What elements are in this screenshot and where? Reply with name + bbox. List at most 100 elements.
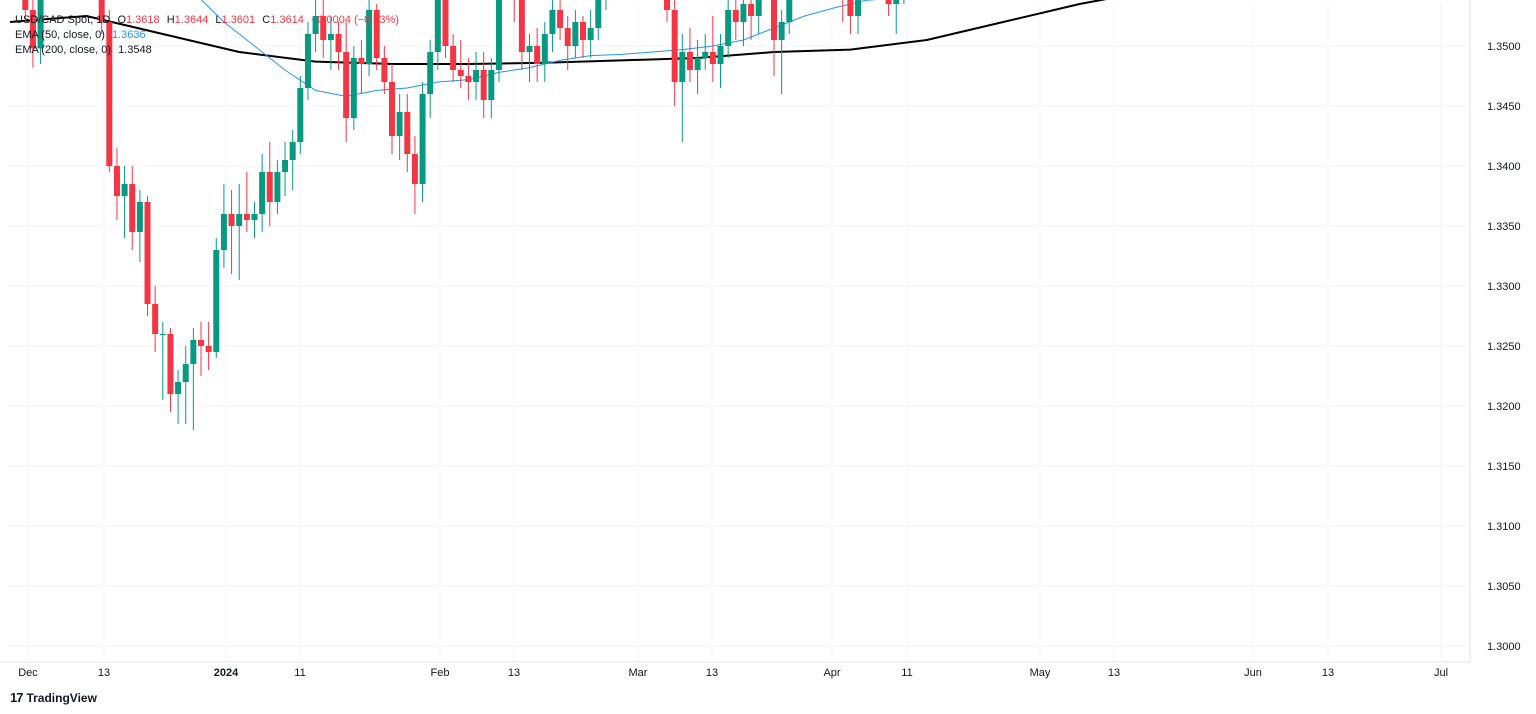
candle <box>679 34 686 142</box>
candle-body <box>740 4 747 22</box>
candle-body <box>159 334 166 335</box>
candle <box>213 238 220 358</box>
candle <box>312 0 319 52</box>
candle-body <box>312 16 319 34</box>
candle <box>541 22 548 82</box>
candle <box>717 34 724 88</box>
candle <box>373 4 380 70</box>
y-tick-label: 1.3500 <box>1487 41 1521 53</box>
candle <box>167 328 174 412</box>
candle <box>580 16 586 58</box>
x-tick-label: 11 <box>901 667 912 679</box>
ema200-layer <box>9 0 1107 65</box>
candle <box>335 22 342 70</box>
candle-body <box>205 346 212 352</box>
candle <box>228 190 235 274</box>
candle <box>106 10 113 172</box>
tradingview-brand[interactable]: 17 TradingView <box>10 690 97 705</box>
candle <box>903 0 905 4</box>
candle-body <box>251 214 258 220</box>
candle-body <box>144 202 151 304</box>
candle <box>129 166 136 250</box>
candle <box>694 40 701 94</box>
candle-body <box>29 10 36 49</box>
candle-body <box>748 4 755 16</box>
candle <box>480 52 487 118</box>
candle-body <box>465 76 472 82</box>
candle-body <box>450 46 457 70</box>
candle-body <box>98 0 105 22</box>
candle-body <box>213 250 220 352</box>
candle-body <box>855 0 862 16</box>
candle <box>778 10 785 94</box>
x-tick-label: May <box>1030 667 1051 679</box>
candle-body <box>442 0 449 46</box>
candle <box>320 0 327 58</box>
y-tick-label: 1.3450 <box>1487 101 1521 113</box>
x-tick-label: 13 <box>1108 667 1120 679</box>
candle-body <box>381 58 388 82</box>
candle-body <box>717 46 724 64</box>
symbol-label: USD/CAD Spot, 1D <box>15 14 111 26</box>
candle <box>396 94 403 160</box>
x-tick-label: 13 <box>98 667 110 679</box>
candle-body <box>427 52 434 94</box>
candle <box>389 64 395 154</box>
candle <box>572 10 579 58</box>
candle-body <box>175 382 182 394</box>
candle-body <box>343 52 350 118</box>
candle-body <box>404 112 411 154</box>
candle-body <box>182 364 189 382</box>
candle <box>427 40 434 118</box>
candle-body <box>236 214 243 226</box>
candle <box>175 370 182 424</box>
candle-body <box>389 82 395 136</box>
candle-body <box>679 52 686 82</box>
candle <box>220 184 227 268</box>
candle-body <box>885 0 892 4</box>
candle-body <box>106 22 113 166</box>
candle <box>282 142 289 196</box>
candle-body <box>702 52 709 58</box>
y-tick-label: 1.3100 <box>1487 521 1521 533</box>
candle <box>22 0 29 22</box>
y-tick-label: 1.3400 <box>1487 161 1521 173</box>
candle <box>205 322 212 370</box>
candle <box>771 0 777 76</box>
chart-grid <box>0 0 1471 663</box>
candle <box>198 322 204 376</box>
candle <box>587 10 594 58</box>
legend-ema200-line: EMA (200, close, 0) 1.3548 <box>15 43 403 58</box>
candle <box>518 0 525 70</box>
candle-body <box>266 172 273 202</box>
candle <box>725 0 732 58</box>
candle-body <box>473 70 480 82</box>
candle <box>327 16 334 70</box>
candle <box>748 0 755 40</box>
candle-body <box>297 88 304 142</box>
candle <box>274 160 281 214</box>
candle <box>457 40 464 88</box>
candle-body <box>129 184 136 232</box>
candle-body <box>495 0 502 70</box>
candle <box>434 0 441 70</box>
candle-body <box>694 58 701 70</box>
candle <box>842 0 844 22</box>
brand-name: TradingView <box>26 690 97 705</box>
x-tick-label: Mar <box>629 667 648 679</box>
candle-body <box>282 160 289 172</box>
candle <box>266 142 273 226</box>
candle-body <box>587 28 594 40</box>
candle <box>304 22 311 100</box>
candle <box>847 0 854 34</box>
candle <box>495 0 502 82</box>
y-tick-label: 1.3000 <box>1487 641 1521 653</box>
high-value: H1.3644 <box>166 14 209 26</box>
x-tick-label: 11 <box>294 667 305 679</box>
legend-ohlc-line: USD/CAD Spot, 1D O1.3618 H1.3644 L1.3601… <box>15 13 403 28</box>
x-tick-label: 13 <box>706 667 718 679</box>
candle <box>450 34 457 82</box>
candle-body <box>259 172 266 214</box>
candle <box>885 0 892 16</box>
